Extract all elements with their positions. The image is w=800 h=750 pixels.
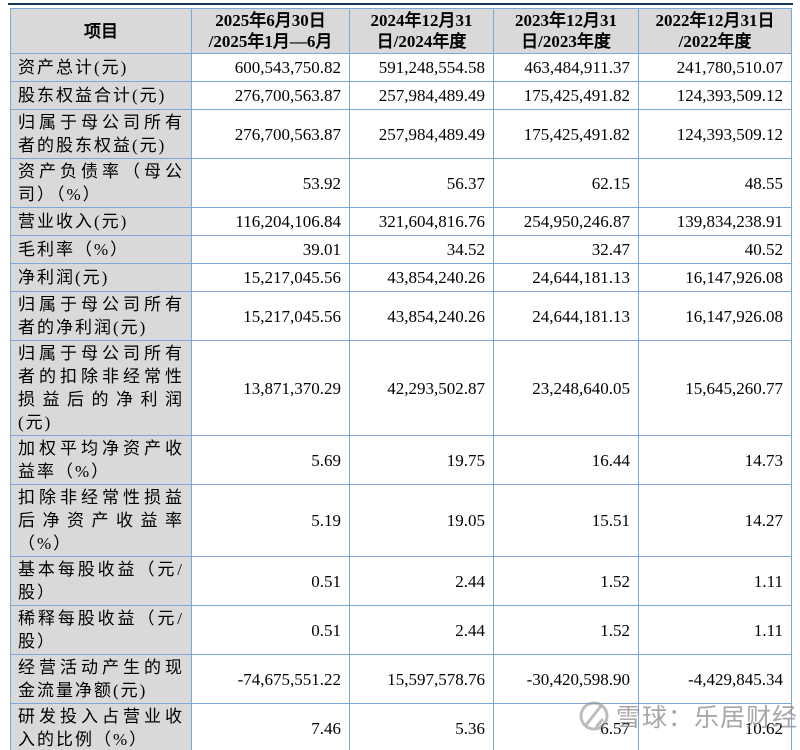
table-row: 归属于母公司所有者的扣除非经常性损益后的净利润(元) 13,871,370.29 4… — [10, 340, 792, 436]
header-item-cell: 项目 — [10, 8, 192, 54]
value-cell: 600,543,750.82 — [191, 53, 350, 82]
row-label-cell: 稀释每股收益（元/股） — [10, 605, 192, 655]
value-cell: 1.52 — [493, 605, 639, 655]
value-cell: 124,393,509.12 — [638, 81, 792, 110]
value-cell: 53.92 — [191, 158, 350, 208]
value-cell: 19.75 — [349, 435, 494, 485]
value-cell: 15,597,578.76 — [349, 654, 494, 704]
value-cell: 591,248,554.58 — [349, 53, 494, 82]
table-row: 股东权益合计(元) 276,700,563.87 257,984,489.49 175… — [10, 81, 792, 110]
value-cell: 5.36 — [349, 703, 494, 750]
table-row: 稀释每股收益（元/股） 0.51 2.44 1.52 1.11 — [10, 605, 792, 655]
row-label-cell: 净利润(元) — [10, 263, 192, 292]
value-cell: 13,871,370.29 — [191, 340, 350, 436]
value-cell: 62.15 — [493, 158, 639, 208]
value-cell: 15,217,045.56 — [191, 263, 350, 292]
value-cell: 276,700,563.87 — [191, 81, 350, 110]
value-cell: 15,217,045.56 — [191, 291, 350, 341]
value-cell: 43,854,240.26 — [349, 291, 494, 341]
value-cell: 14.73 — [638, 435, 792, 485]
row-label-cell: 股东权益合计(元) — [10, 81, 192, 110]
value-cell: 24,644,181.13 — [493, 291, 639, 341]
value-cell: 34.52 — [349, 235, 494, 264]
value-cell: 23,248,640.05 — [493, 340, 639, 436]
value-cell: 15.51 — [493, 484, 639, 557]
row-label-cell: 资产负债率（母公司）（%） — [10, 158, 192, 208]
table-row: 资产负债率（母公司）（%） 53.92 56.37 62.15 48.55 — [10, 158, 792, 208]
table-row: 经营活动产生的现金流量净额(元) -74,675,551.22 15,597,578… — [10, 654, 792, 704]
table-row: 营业收入(元) 116,204,106.84 321,604,816.76 254,9… — [10, 207, 792, 236]
table-row: 扣除非经常性损益后净资产收益率（%） 5.19 19.05 15.51 14.27 — [10, 484, 792, 557]
row-label-cell: 毛利率（%） — [10, 235, 192, 264]
row-label-cell: 基本每股收益（元/股） — [10, 556, 192, 606]
value-cell: 2.44 — [349, 605, 494, 655]
row-label-cell: 研发投入占营业收入的比例（%） — [10, 703, 192, 750]
value-cell: 40.52 — [638, 235, 792, 264]
top-rule-divider — [8, 3, 793, 5]
header-period-cell: 2022年12月31日/2022年度 — [638, 8, 792, 54]
header-period-cell: 2024年12月31 日/2024年度 — [349, 8, 494, 54]
value-cell: 32.47 — [493, 235, 639, 264]
value-cell: 463,484,911.37 — [493, 53, 639, 82]
value-cell: 2.44 — [349, 556, 494, 606]
table-header-row: 项目 2025年6月30日/2025年1月—6月 2024年12月31 日/2024年… — [10, 8, 792, 54]
value-cell: 19.05 — [349, 484, 494, 557]
value-cell: 175,425,491.82 — [493, 81, 639, 110]
table-row: 加权平均净资产收益率（%） 5.69 19.75 16.44 14.73 — [10, 435, 792, 485]
value-cell: 15,645,260.77 — [638, 340, 792, 436]
financial-indicators-table: 项目 2025年6月30日/2025年1月—6月 2024年12月31 日/2024年… — [10, 8, 792, 750]
value-cell: 5.69 — [191, 435, 350, 485]
value-cell: 257,984,489.49 — [349, 81, 494, 110]
row-label-cell: 归属于母公司所有者的净利润(元) — [10, 291, 192, 341]
value-cell: 16,147,926.08 — [638, 291, 792, 341]
value-cell: -4,429,845.34 — [638, 654, 792, 704]
table-row: 资产总计(元) 600,543,750.82 591,248,554.58 463,4… — [10, 53, 792, 82]
value-cell: 10.62 — [638, 703, 792, 750]
table-row: 归属于母公司所有者的净利润(元) 15,217,045.56 43,854,240.… — [10, 291, 792, 341]
value-cell: 39.01 — [191, 235, 350, 264]
row-label-cell: 经营活动产生的现金流量净额(元) — [10, 654, 192, 704]
value-cell: 24,644,181.13 — [493, 263, 639, 292]
table-row: 基本每股收益（元/股） 0.51 2.44 1.52 1.11 — [10, 556, 792, 606]
value-cell: -74,675,551.22 — [191, 654, 350, 704]
row-label-cell: 营业收入(元) — [10, 207, 192, 236]
value-cell: 5.19 — [191, 484, 350, 557]
value-cell: 321,604,816.76 — [349, 207, 494, 236]
value-cell: -30,420,598.90 — [493, 654, 639, 704]
value-cell: 16.44 — [493, 435, 639, 485]
value-cell: 7.46 — [191, 703, 350, 750]
table-row: 归属于母公司所有者的股东权益(元) 276,700,563.87 257,984,4… — [10, 109, 792, 159]
value-cell: 124,393,509.12 — [638, 109, 792, 159]
header-period-cell: 2023年12月31 日/2023年度 — [493, 8, 639, 54]
value-cell: 276,700,563.87 — [191, 109, 350, 159]
value-cell: 1.11 — [638, 556, 792, 606]
header-period-cell: 2025年6月30日/2025年1月—6月 — [191, 8, 350, 54]
value-cell: 139,834,238.91 — [638, 207, 792, 236]
table-row: 研发投入占营业收入的比例（%） 7.46 5.36 6.57 10.62 — [10, 703, 792, 750]
value-cell: 0.51 — [191, 556, 350, 606]
value-cell: 241,780,510.07 — [638, 53, 792, 82]
value-cell: 42,293,502.87 — [349, 340, 494, 436]
value-cell: 1.11 — [638, 605, 792, 655]
value-cell: 56.37 — [349, 158, 494, 208]
value-cell: 175,425,491.82 — [493, 109, 639, 159]
value-cell: 116,204,106.84 — [191, 207, 350, 236]
value-cell: 14.27 — [638, 484, 792, 557]
value-cell: 254,950,246.87 — [493, 207, 639, 236]
value-cell: 257,984,489.49 — [349, 109, 494, 159]
table-row: 净利润(元) 15,217,045.56 43,854,240.26 24,644,1… — [10, 263, 792, 292]
row-label-cell: 加权平均净资产收益率（%） — [10, 435, 192, 485]
value-cell: 1.52 — [493, 556, 639, 606]
table-row: 毛利率（%） 39.01 34.52 32.47 40.52 — [10, 235, 792, 264]
row-label-cell: 扣除非经常性损益后净资产收益率（%） — [10, 484, 192, 557]
row-label-cell: 归属于母公司所有者的扣除非经常性损益后的净利润(元) — [10, 340, 192, 436]
value-cell: 48.55 — [638, 158, 792, 208]
value-cell: 6.57 — [493, 703, 639, 750]
row-label-cell: 归属于母公司所有者的股东权益(元) — [10, 109, 192, 159]
value-cell: 16,147,926.08 — [638, 263, 792, 292]
row-label-cell: 资产总计(元) — [10, 53, 192, 82]
value-cell: 43,854,240.26 — [349, 263, 494, 292]
value-cell: 0.51 — [191, 605, 350, 655]
